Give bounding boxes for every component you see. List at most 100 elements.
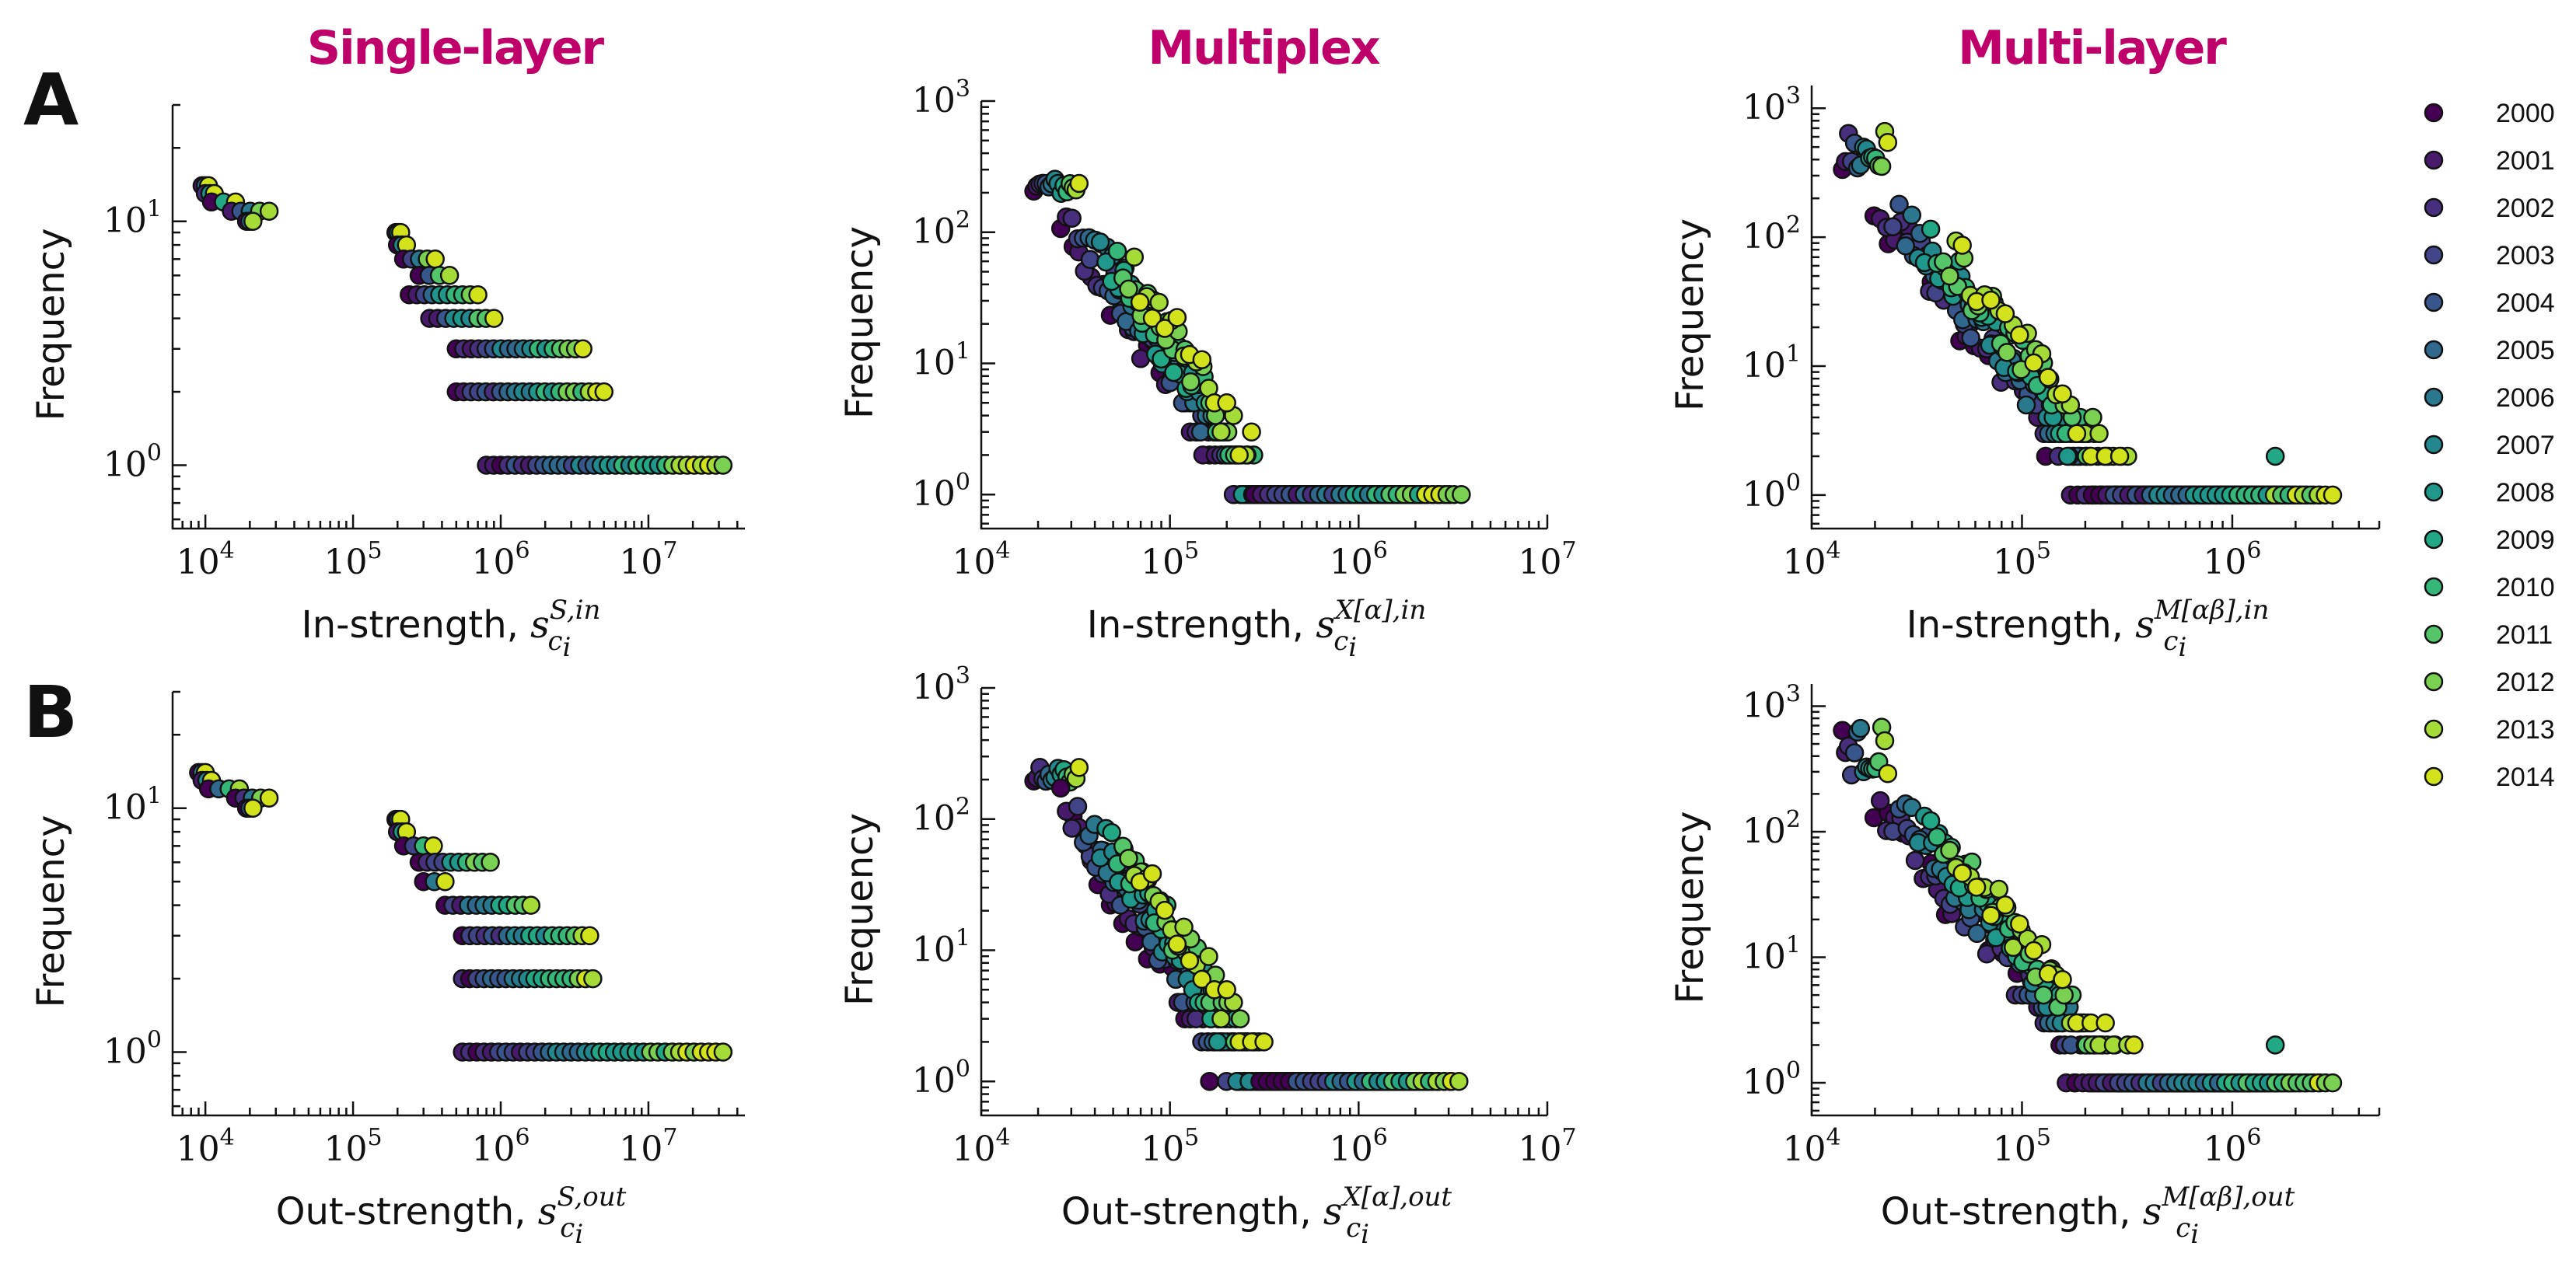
y-tick-label: 100 bbox=[912, 469, 970, 514]
data-point-2010 bbox=[1927, 827, 1947, 847]
data-point-2002 bbox=[1905, 850, 1925, 871]
data-point-2005 bbox=[1967, 923, 1987, 944]
y-tick-label: 100 bbox=[103, 440, 162, 485]
x-tick-label: 106 bbox=[471, 537, 530, 582]
data-point-2003 bbox=[1080, 250, 1100, 270]
data-point-2012 bbox=[1940, 840, 1959, 860]
data-point-2014 bbox=[1981, 290, 2001, 310]
legend-label: 2001 bbox=[2496, 146, 2555, 176]
legend-marker bbox=[2424, 435, 2444, 455]
data-point-2002 bbox=[1062, 818, 1082, 838]
y-tick-label: 102 bbox=[1742, 806, 1801, 851]
data-point-2012 bbox=[1181, 372, 1201, 392]
data-point-2008 bbox=[1208, 1032, 1228, 1052]
data-point-2014 bbox=[1192, 969, 1212, 990]
x-tick-label: 105 bbox=[1993, 537, 2051, 582]
data-point-2004 bbox=[1844, 743, 1865, 763]
data-point-2009 bbox=[1102, 822, 1121, 843]
data-point-2014 bbox=[1966, 878, 1987, 897]
y-tick-label: 102 bbox=[912, 207, 970, 252]
data-point-2012 bbox=[2083, 407, 2102, 428]
legend-item-2011: 2011 bbox=[2424, 620, 2553, 650]
data-point-2012 bbox=[1940, 266, 1959, 286]
x-tick-label: 106 bbox=[1330, 1124, 1388, 1169]
y-tick-label: 101 bbox=[103, 783, 162, 828]
data-point-2004 bbox=[1889, 194, 1909, 215]
legend-item-2013: 2013 bbox=[2424, 715, 2555, 745]
data-point-2014 bbox=[2024, 353, 2043, 373]
legend-label: 2010 bbox=[2496, 573, 2555, 602]
legend-item-2012: 2012 bbox=[2424, 668, 2555, 697]
data-point-2014 bbox=[2053, 384, 2072, 403]
legend-item-2003: 2003 bbox=[2424, 241, 2555, 271]
data-point-2013 bbox=[259, 201, 279, 221]
data-point-2014 bbox=[573, 339, 592, 359]
data-point-2014 bbox=[1878, 763, 1898, 784]
legend-label: 2008 bbox=[2496, 478, 2555, 508]
legend-label: 2011 bbox=[2496, 620, 2553, 650]
data-point-2014 bbox=[259, 788, 279, 808]
y-tick-label: 101 bbox=[103, 196, 162, 241]
data-point-2014 bbox=[2010, 914, 2029, 934]
data-point-2014 bbox=[1167, 308, 1187, 327]
data-point-2014 bbox=[2024, 941, 2043, 961]
data-point-2013 bbox=[583, 969, 603, 989]
data-point-2013 bbox=[1211, 422, 1231, 442]
y-axis-label: Frequency bbox=[838, 813, 882, 1006]
x-tick-label: 105 bbox=[1993, 1124, 2051, 1169]
x-axis-label: In-strength, sS,in ci bbox=[302, 595, 601, 663]
data-point-2010 bbox=[1107, 241, 1127, 261]
data-point-2014 bbox=[2067, 424, 2087, 444]
x-tick-label: 107 bbox=[1518, 1124, 1576, 1169]
data-point-2014 bbox=[1878, 132, 1898, 152]
data-point-2009 bbox=[1164, 362, 1183, 382]
data-point-2013 bbox=[1174, 917, 1194, 937]
legend-item-2009: 2009 bbox=[2424, 525, 2555, 555]
legend-marker bbox=[2424, 766, 2444, 787]
x-tick-label: 105 bbox=[1141, 1124, 1199, 1169]
x-tick-label: 107 bbox=[1518, 537, 1576, 582]
data-point-2014 bbox=[484, 309, 504, 328]
data-point-2014 bbox=[1217, 980, 1236, 1000]
y-tick-label: 100 bbox=[103, 1027, 162, 1072]
legend-item-2014: 2014 bbox=[2424, 763, 2555, 792]
data-point-2013 bbox=[1124, 247, 1145, 267]
y-tick-label: 100 bbox=[1742, 469, 1801, 515]
row-label-a: A bbox=[23, 58, 79, 141]
row-label-b: B bbox=[23, 671, 78, 754]
scatter-points bbox=[189, 763, 733, 1062]
x-tick-label: 104 bbox=[177, 537, 235, 582]
y-tick-label: 103 bbox=[1742, 680, 1801, 725]
y-tick-label: 101 bbox=[912, 337, 970, 382]
data-point-2013 bbox=[439, 266, 460, 285]
y-axis-label: Frequency bbox=[838, 226, 882, 419]
data-point-2014 bbox=[1069, 173, 1089, 194]
data-point-2014 bbox=[1952, 236, 1972, 255]
x-tick-label: 105 bbox=[324, 537, 383, 582]
x-tick-label: 106 bbox=[471, 1124, 530, 1169]
data-point-2013 bbox=[2089, 424, 2109, 444]
data-point-2014 bbox=[1254, 1032, 1274, 1052]
x-tick-label: 104 bbox=[1782, 537, 1840, 582]
y-tick-label: 103 bbox=[912, 662, 970, 707]
data-point-2014 bbox=[1995, 895, 2015, 915]
data-point-2014 bbox=[1130, 292, 1150, 312]
data-point-2009 bbox=[2265, 1035, 2285, 1055]
legend-item-2002: 2002 bbox=[2424, 194, 2555, 223]
legend-marker bbox=[2424, 150, 2444, 170]
data-point-2012 bbox=[1230, 1009, 1250, 1028]
data-point-2014 bbox=[1155, 900, 1175, 920]
x-tick-label: 104 bbox=[1782, 1124, 1840, 1169]
data-point-2002 bbox=[1062, 208, 1082, 228]
legend-marker bbox=[2424, 103, 2444, 123]
data-point-2013 bbox=[243, 211, 263, 231]
column-title-single-layer: Single-layer bbox=[307, 21, 605, 75]
x-tick-label: 107 bbox=[619, 537, 677, 582]
data-point-2012 bbox=[481, 853, 500, 872]
column-title-multi-layer: Multi-layer bbox=[1958, 21, 2227, 75]
data-point-2000 bbox=[1050, 778, 1071, 798]
y-axis-label: Frequency bbox=[30, 229, 73, 421]
y-axis-label: Frequency bbox=[30, 815, 73, 1008]
x-tick-label: 106 bbox=[2203, 537, 2261, 582]
data-point-2005 bbox=[1190, 422, 1211, 442]
